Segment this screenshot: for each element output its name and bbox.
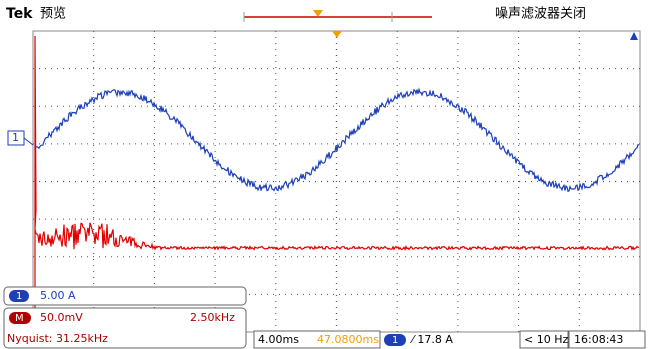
channel1-badge: 1 bbox=[16, 291, 22, 302]
time: 16:08:43 bbox=[574, 333, 623, 346]
position: 47.0800ms bbox=[317, 333, 379, 346]
trigger-channel: 1 bbox=[392, 335, 398, 346]
math-scale: 50.0mV bbox=[40, 311, 83, 324]
channel-marker: 1 bbox=[12, 131, 19, 144]
oscilloscope-screen: Tek 预览 噪声滤波器关闭 1 1 5.00 A M 50.0mV 2.50k… bbox=[0, 0, 649, 349]
mode: 预览 bbox=[40, 6, 66, 22]
math-rate: 2.50kHz bbox=[190, 311, 235, 324]
timebase: 4.00ms bbox=[258, 333, 299, 346]
brand: Tek bbox=[6, 6, 33, 22]
math-badge: M bbox=[15, 313, 24, 324]
channel1-scale: 5.00 A bbox=[40, 289, 76, 302]
nyquist: Nyquist: 31.25kHz bbox=[7, 332, 108, 345]
status: 噪声滤波器关闭 bbox=[495, 7, 586, 22]
trigger-level: ⁄ 17.8 A bbox=[409, 333, 453, 346]
frequency: < 10 Hz bbox=[524, 333, 568, 346]
